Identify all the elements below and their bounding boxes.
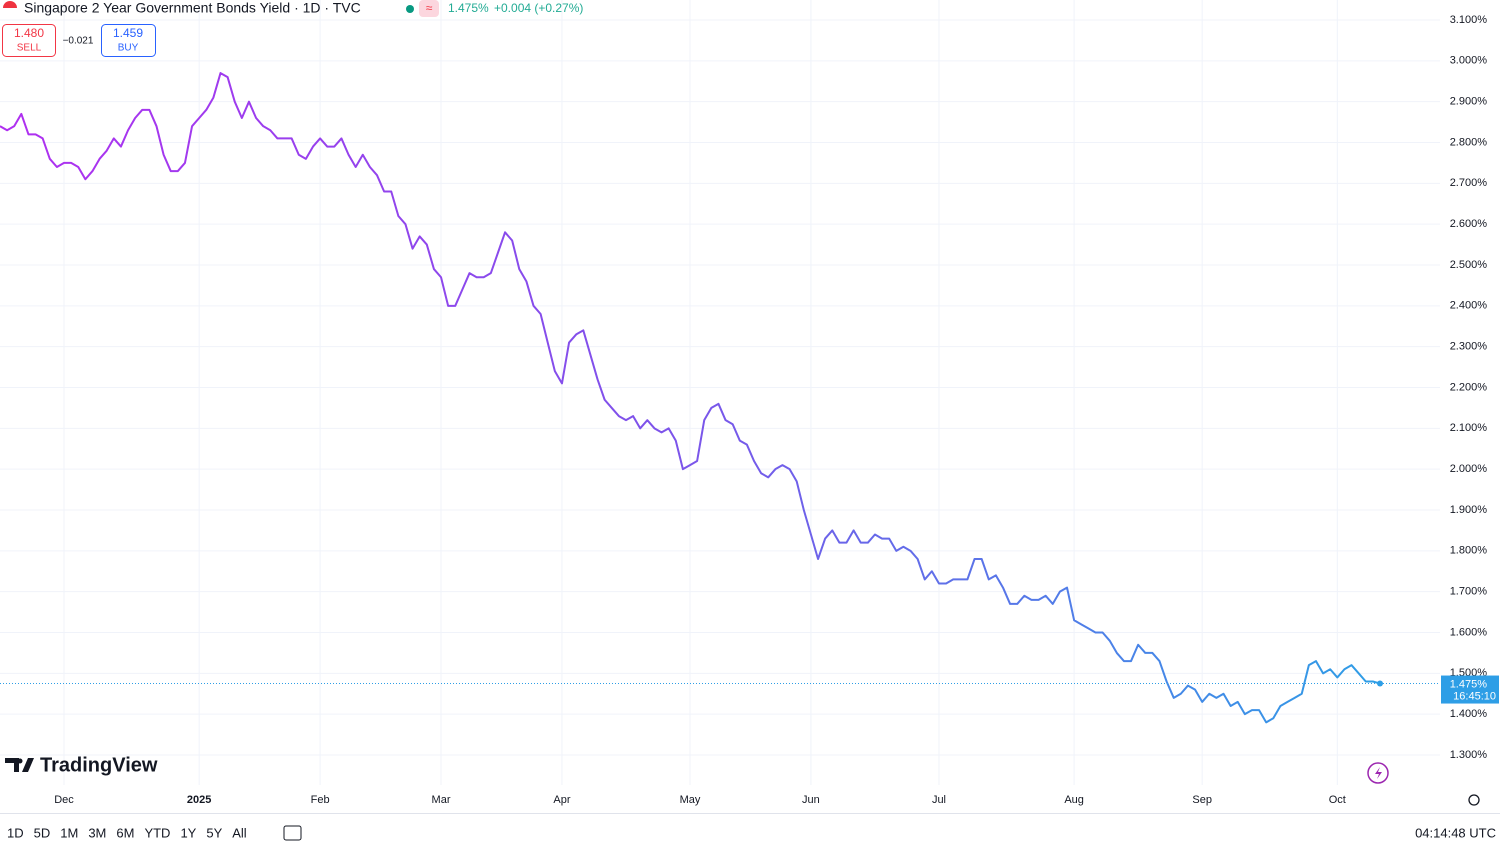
badge-icon: ≈ (426, 1, 433, 15)
logo-dot (17, 758, 23, 764)
plot (0, 72, 1383, 724)
y-tick-label: 1.800% (1450, 545, 1488, 557)
y-tick-label: 3.000% (1450, 55, 1488, 67)
x-tick-label: Jun (802, 794, 820, 806)
clock: 04:14:48 UTC (1415, 825, 1496, 840)
range-button[interactable]: YTD (144, 825, 170, 840)
x-tick-label: 2025 (187, 794, 211, 806)
y-tick-label: 2.500% (1450, 259, 1488, 271)
x-tick-label: Oct (1329, 794, 1346, 806)
y-tick-label: 1.300% (1450, 749, 1488, 761)
y-tick-label: 2.400% (1450, 300, 1488, 312)
price-tag-label: 1.475% (1450, 678, 1488, 690)
price-tag (1441, 675, 1499, 704)
buy-button[interactable] (101, 24, 156, 57)
x-tick-label: Dec (54, 794, 74, 806)
x-tick-label: May (680, 794, 701, 806)
buy-label: BUY (118, 43, 139, 54)
lightning-icon (1375, 767, 1382, 779)
buy-price: 1.459 (113, 26, 143, 40)
range-button[interactable]: 6M (116, 825, 134, 840)
grid (0, 0, 1440, 785)
x-tick-label: Feb (311, 794, 330, 806)
badge (419, 0, 439, 17)
status-dot (406, 5, 414, 13)
x-tick-label: Aug (1064, 794, 1084, 806)
x-tick-label: Apr (553, 794, 570, 806)
lightning-button[interactable] (1367, 762, 1389, 784)
price-line (0, 72, 1381, 724)
last-price: 1.475% (448, 1, 489, 15)
y-tick-label: 1.900% (1450, 504, 1488, 516)
settings-button[interactable] (1468, 794, 1480, 806)
logo-icon (5, 758, 34, 772)
y-tick-label: 2.700% (1450, 177, 1488, 189)
y-tick-label: 2.800% (1450, 136, 1488, 148)
x-tick-label: Mar (432, 794, 451, 806)
y-tick-label: 1.400% (1450, 708, 1488, 720)
y-tick-label: 1.600% (1450, 626, 1488, 638)
x-tick-label: Jul (932, 794, 946, 806)
sell-label: SELL (17, 43, 42, 54)
date-range-button[interactable] (283, 825, 302, 841)
flag-icon (3, 1, 17, 8)
symbol-title: Singapore 2 Year Government Bonds Yield … (24, 0, 361, 16)
y-tick-label: 3.100% (1450, 14, 1488, 26)
y-tick-label: 2.600% (1450, 218, 1488, 230)
range-button[interactable]: All (232, 825, 247, 840)
range-button[interactable]: 1M (60, 825, 78, 840)
y-tick-label: 1.700% (1450, 586, 1488, 598)
logo-text: TradingView (40, 754, 158, 776)
range-button[interactable]: 5D (34, 825, 51, 840)
y-tick-label: 2.300% (1450, 341, 1488, 353)
y-tick-label: 2.000% (1450, 463, 1488, 475)
countdown: 16:45:10 (1453, 690, 1496, 702)
spread: −0.021 (63, 36, 94, 47)
y-tick-label: 2.900% (1450, 96, 1488, 108)
y-tick-label: 2.100% (1450, 422, 1488, 434)
x-tick-label: Sep (1192, 794, 1212, 806)
change: +0.004 (+0.27%) (494, 1, 583, 15)
sell-price: 1.480 (14, 26, 44, 40)
range-button[interactable]: 1D (7, 825, 24, 840)
range-button[interactable]: 1Y (180, 825, 196, 840)
range-button[interactable]: 3M (88, 825, 106, 840)
range-button[interactable]: 5Y (206, 825, 222, 840)
sell-button[interactable] (2, 24, 56, 57)
y-tick-label: 2.200% (1450, 381, 1488, 393)
